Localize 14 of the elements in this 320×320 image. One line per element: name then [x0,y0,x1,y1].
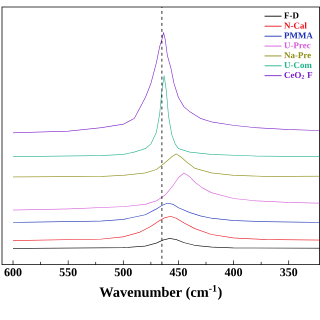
x-tick-label: 550 [60,268,77,276]
legend-label: PMMA [284,32,313,39]
legend-label: U-Prec [284,42,310,49]
legend-label: F-D [284,12,298,19]
legend-label: CeO$_{2}$ F [284,72,312,80]
x-tick-label: 500 [114,268,132,276]
x-axis-title: Wavenumber (cm$^{-1}$) [100,285,222,300]
legend-label: N-Cal [284,22,307,29]
x-tick-label: 400 [224,268,242,276]
x-tick-label: 350 [280,268,298,276]
legend-label: Na-Pre [284,52,311,58]
x-tick-label: 600 [4,268,22,276]
x-tick-label: 450 [170,268,187,276]
legend-label: U-Com [284,62,312,68]
